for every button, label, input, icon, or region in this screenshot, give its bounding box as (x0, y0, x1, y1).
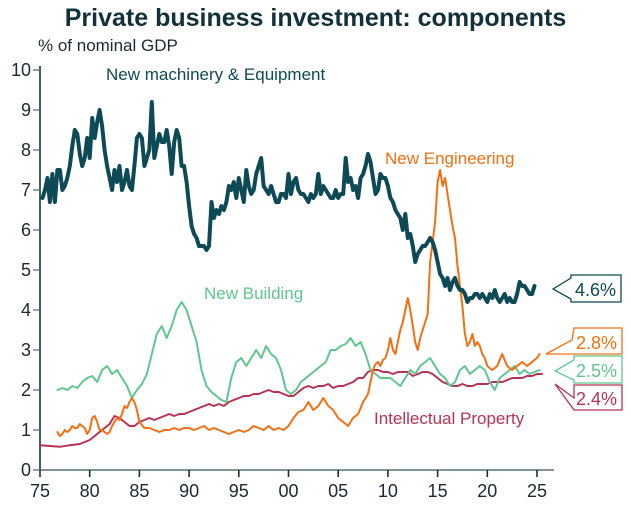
series-line-new-engineering (56, 169, 541, 437)
callout-building: 2.5% (553, 355, 623, 384)
series-label-machinery: New machinery & Equipment (106, 65, 325, 84)
y-axis-label: % of nominal GDP (38, 36, 178, 55)
series-label-engineering: New Engineering (385, 149, 514, 168)
y-tick-label: 6 (21, 220, 31, 240)
x-tick-label: 00 (278, 481, 298, 501)
x-tick-label: 80 (80, 481, 100, 501)
x-tick-label: 10 (378, 481, 398, 501)
series-line-intellectual-property (39, 369, 543, 448)
y-tick-label: 7 (21, 180, 31, 200)
series-line-new-machinery-equipment (40, 100, 537, 304)
series-label-ip: Intellectual Property (374, 409, 525, 428)
y-tick-label: 5 (21, 260, 31, 280)
series-lines (39, 100, 543, 448)
x-tick-label: 75 (30, 481, 50, 501)
axes: 0 1 2 3 4 5 6 7 8 9 10 75 80 85 90 95 00 05 10 15 20 25 (11, 60, 554, 501)
y-tick-label: 8 (21, 140, 31, 160)
y-tick-label: 10 (11, 60, 31, 80)
callout-ip: 2.4% (554, 383, 623, 411)
y-tick-label: 3 (21, 340, 31, 360)
y-tick-label: 1 (21, 420, 31, 440)
y-tick-label: 0 (21, 460, 31, 480)
series-line-new-building (56, 301, 541, 403)
y-tick-label: 4 (21, 300, 31, 320)
chart-title: Private business investment: components (64, 4, 567, 32)
callout-engineering: 2.8% (545, 327, 623, 355)
callout-building-text: 2.5% (576, 361, 617, 381)
x-tick-label: 15 (428, 481, 448, 501)
y-tick-label: 9 (21, 100, 31, 120)
x-tick-label: 25 (527, 481, 547, 501)
x-tick-label: 85 (129, 481, 149, 501)
x-tick-label: 95 (229, 481, 249, 501)
callout-machinery: 4.6% (551, 274, 622, 303)
series-label-building: New Building (204, 284, 303, 303)
callout-engineering-text: 2.8% (576, 333, 617, 353)
callout-machinery-text: 4.6% (575, 280, 616, 300)
x-tick-label: 90 (179, 481, 199, 501)
y-tick-label: 2 (21, 380, 31, 400)
callout-ip-text: 2.4% (576, 389, 617, 409)
x-tick-label: 05 (328, 481, 348, 501)
x-tick-label: 20 (477, 481, 497, 501)
